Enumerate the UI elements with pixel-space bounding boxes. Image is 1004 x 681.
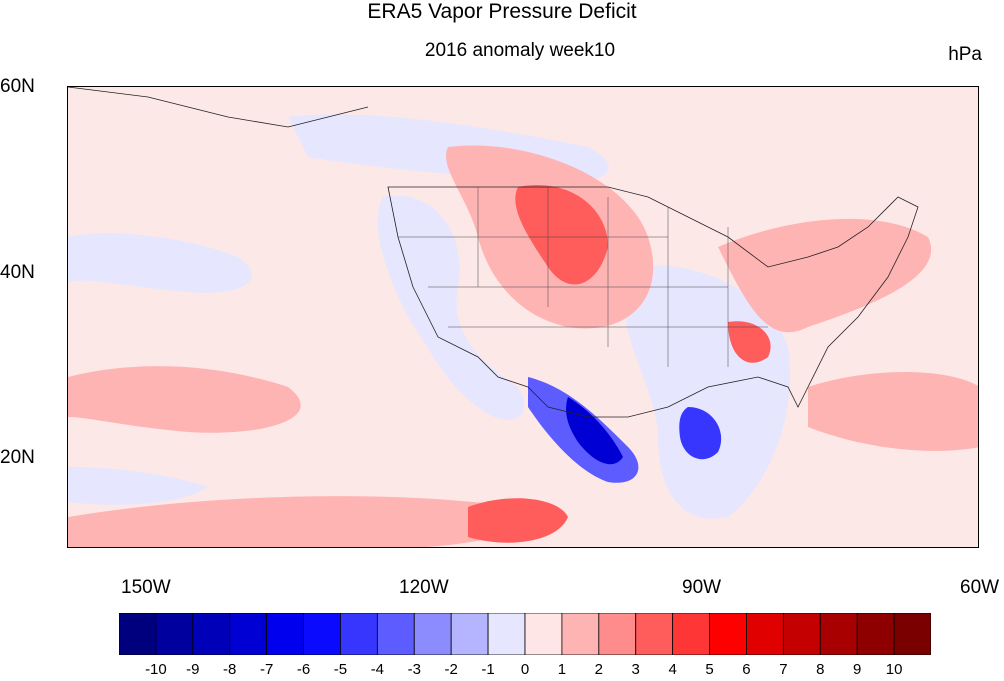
pos-anomaly-east-us: [718, 218, 932, 333]
colorbar-swatch: [709, 613, 747, 655]
neg-anomaly-yucatan: [679, 407, 722, 460]
colorbar-swatch: [893, 613, 931, 655]
colorbar-tick-label: -8: [223, 661, 237, 678]
units-label: hPa: [948, 44, 982, 65]
colorbar-swatch: [487, 613, 526, 655]
lat-label-60n: 60N: [0, 76, 35, 97]
colorbar: [119, 613, 931, 655]
colorbar-swatch: [229, 613, 268, 655]
colorbar-tick-label: 7: [779, 661, 788, 678]
pos-anomaly-atlantic: [808, 372, 978, 451]
colorbar-swatch: [155, 613, 194, 655]
pos-anomaly-tropical-pacific: [68, 496, 526, 547]
colorbar-swatch: [192, 613, 231, 655]
lat-label-40n: 40N: [0, 262, 35, 283]
colorbar-swatch: [376, 613, 415, 655]
state-borders: [398, 187, 768, 367]
colorbar-swatch: [819, 613, 858, 655]
pos-anomaly-pacific-1: [68, 366, 301, 433]
colorbar-swatch: [266, 613, 304, 655]
lat-label-20n: 20N: [0, 447, 35, 468]
colorbar-swatch: [782, 613, 821, 655]
colorbar-tick-label: -4: [370, 661, 385, 678]
figure-subtitle: 2016 anomaly week10: [424, 40, 616, 61]
lon-label-90w: 90W: [682, 577, 722, 598]
colorbar-tick-label: 3: [631, 661, 640, 678]
colorbar-tick-label: 9: [853, 661, 862, 678]
colorbar-swatch: [524, 613, 563, 655]
colorbar-tick-label: 10: [885, 661, 903, 678]
colorbar-tick-label: -2: [444, 661, 458, 678]
lon-label-120w: 120W: [399, 577, 449, 598]
strong-pos-anomaly-plains: [515, 185, 608, 285]
colorbar-tick-label: -5: [333, 661, 348, 678]
colorbar-tick-label: -9: [186, 661, 200, 678]
lon-label-60w: 60W: [960, 577, 1000, 598]
colorbar-swatch: [340, 613, 378, 655]
colorbar-tick-label: 6: [742, 661, 751, 678]
strong-neg-anomaly-mexico: [566, 397, 623, 465]
colorbar-swatch: [856, 613, 895, 655]
colorbar-swatch: [672, 613, 710, 655]
colorbar-swatch: [635, 613, 674, 655]
colorbar-tick-label: 2: [594, 661, 603, 678]
colorbar-tick-label: 5: [705, 661, 714, 678]
colorbar-swatch: [413, 613, 452, 655]
colorbar-swatch: [303, 613, 341, 655]
colorbar-tick-label: 0: [520, 661, 530, 678]
colorbar-tick-label: -1: [481, 661, 495, 678]
colorbar-tick-label: 8: [816, 661, 825, 678]
lon-label-150w: 150W: [121, 577, 171, 598]
colorbar-swatch: [561, 613, 600, 655]
colorbar-swatch: [450, 613, 489, 655]
neg-anomaly-west-us: [377, 195, 525, 420]
colorbar-tick-label: -10: [145, 661, 167, 678]
colorbar-swatch: [598, 613, 637, 655]
colorbar-swatch: [746, 613, 784, 655]
anomaly-map: [68, 87, 978, 547]
colorbar-tick-label: 1: [557, 661, 567, 678]
colorbar-tick-label: -7: [259, 661, 274, 678]
north-america-coastline: [387, 186, 919, 418]
strong-pos-anomaly-east-pacific: [468, 498, 568, 543]
colorbar-tick-label: 4: [668, 661, 677, 678]
colorbar-tick-label: -6: [296, 661, 311, 678]
colorbar-tick-label: -3: [407, 661, 421, 678]
alaska-coastline: [68, 87, 369, 128]
strong-pos-anomaly-southeast: [728, 321, 771, 363]
colorbar-swatch: [119, 613, 157, 655]
map-panel: [67, 86, 979, 548]
neg-anomaly-south-pacific: [68, 467, 208, 505]
neg-anomaly-pacific: [68, 233, 252, 293]
figure-title: ERA5 Vapor Pressure Deficit: [367, 0, 637, 23]
